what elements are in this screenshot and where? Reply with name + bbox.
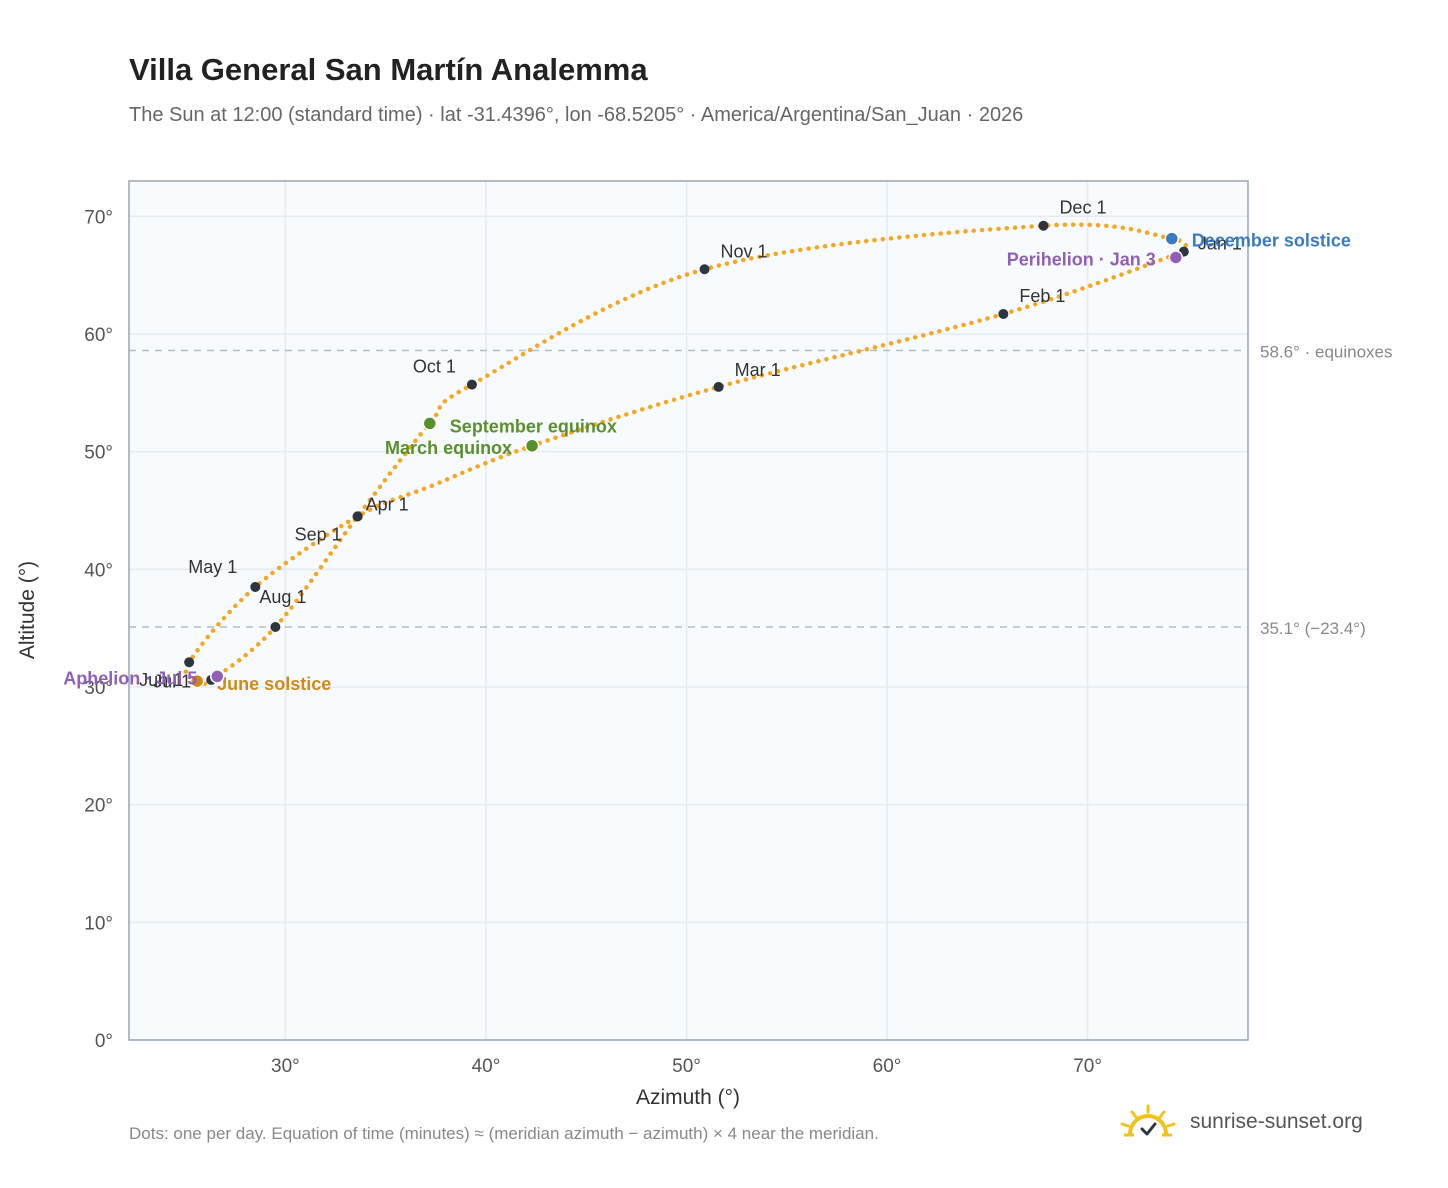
month-label: Feb 1 <box>1019 286 1065 306</box>
x-axis-label: Azimuth (°) <box>636 1086 740 1109</box>
x-tick-label: 70° <box>1073 1056 1102 1077</box>
event-label: March equinox <box>385 438 512 458</box>
brand[interactable]: sunrise-sunset.org <box>1120 1104 1363 1140</box>
chart-subtitle: The Sun at 12:00 (standard time) · lat -… <box>129 104 1024 126</box>
month-label: Nov 1 <box>721 241 768 261</box>
reference-line-label: 58.6° · equinoxes <box>1260 342 1393 361</box>
month-label: Mar 1 <box>735 360 781 380</box>
y-tick-label: 0° <box>95 1031 113 1052</box>
y-axis-label: Altitude (°) <box>16 561 39 659</box>
y-tick-label: 50° <box>84 443 113 464</box>
event-label: December solstice <box>1192 231 1351 251</box>
month-label: Sep 1 <box>295 524 342 544</box>
month-marker <box>1038 220 1049 231</box>
event-label: September equinox <box>450 416 617 436</box>
event-label: June solstice <box>217 674 331 694</box>
footnote: Dots: one per day. Equation of time (min… <box>129 1124 879 1143</box>
event-label: Perihelion · Jan 3 <box>1007 249 1156 269</box>
event-label: Aphelion · Jul 5 <box>63 668 197 688</box>
brand-name: sunrise-sunset.org <box>1190 1110 1363 1133</box>
month-label: May 1 <box>188 557 237 577</box>
sun-logo-icon <box>1120 1104 1176 1137</box>
plot-area <box>129 181 1248 1040</box>
month-label: Jul 1 <box>153 671 191 691</box>
month-label: Jun 1 <box>139 670 183 690</box>
x-tick-label: 30° <box>271 1056 300 1077</box>
month-label: Jan 1 <box>1198 234 1242 254</box>
y-tick-label: 60° <box>84 325 113 346</box>
month-label: Oct 1 <box>413 357 456 377</box>
month-marker <box>352 511 363 522</box>
month-marker <box>270 621 281 632</box>
month-marker <box>466 379 477 390</box>
y-tick-label: 70° <box>84 207 113 228</box>
x-tick-label: 40° <box>472 1056 501 1077</box>
event-marker <box>1164 231 1180 246</box>
y-axis-ticks: 0° 10° 20° 30° 40° 50° 60° 70° <box>84 207 113 1052</box>
month-marker <box>699 264 710 275</box>
month-marker <box>250 581 261 592</box>
event-marker <box>1168 250 1184 265</box>
plot-frame <box>128 180 1249 1041</box>
reference-lines: 58.6° · equinoxes 35.1° (−23.4°) <box>129 342 1393 638</box>
event-marker <box>422 416 438 431</box>
x-axis-ticks: 30° 40° 50° 60° 70° <box>271 1056 1102 1077</box>
x-tick-label: 50° <box>672 1056 701 1077</box>
y-tick-label: 40° <box>84 560 113 581</box>
y-tick-label: 30° <box>84 678 113 699</box>
month-label: Dec 1 <box>1059 198 1106 218</box>
month-marker <box>184 657 195 668</box>
month-label: Aug 1 <box>259 587 306 607</box>
month-marker <box>713 381 724 392</box>
y-tick-label: 20° <box>84 796 113 817</box>
event-marker <box>524 438 540 454</box>
month-label: Apr 1 <box>366 494 409 514</box>
y-tick-label: 10° <box>84 913 113 934</box>
event-marker <box>209 669 225 684</box>
event-marker <box>189 673 205 689</box>
month-marker <box>998 308 1009 319</box>
reference-line-label: 35.1° (−23.4°) <box>1260 619 1366 638</box>
x-tick-label: 60° <box>873 1056 902 1077</box>
chart-title: Villa General San Martín Analemma <box>129 52 648 87</box>
